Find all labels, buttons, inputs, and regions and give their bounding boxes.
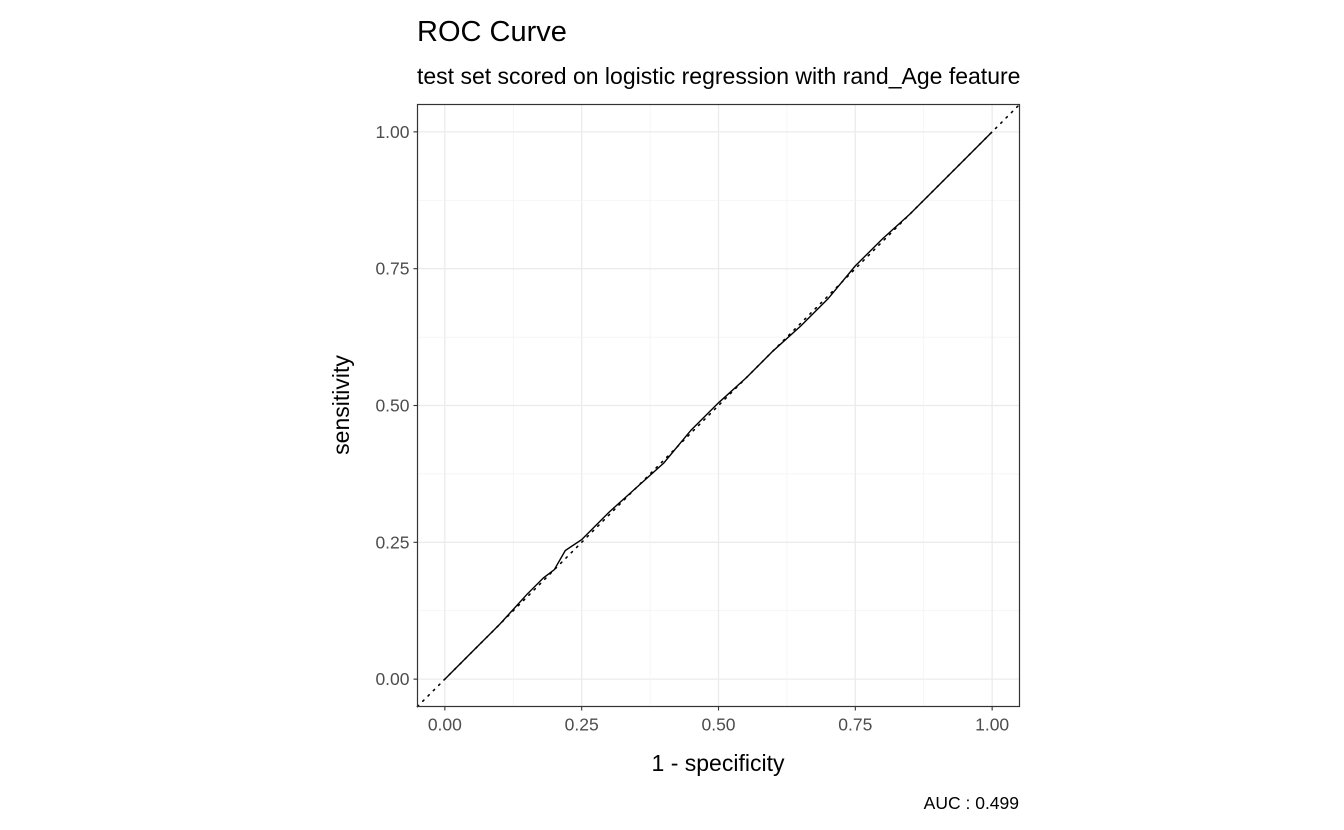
reference-diagonal-line — [416, 103, 1021, 708]
plot-marks — [416, 103, 1021, 708]
y-axis-title: sensitivity — [328, 355, 354, 455]
y-tick-label: 0.00 — [375, 669, 409, 689]
x-tick-label: 0.25 — [565, 715, 599, 735]
axis-ticks: 0.00 0.25 0.50 0.75 1.00 0.00 0.25 0.50 0.75 1.00 — [375, 122, 1009, 735]
auc-caption: AUC : 0.499 — [924, 793, 1019, 813]
y-tick-label: 0.50 — [375, 396, 409, 416]
x-tick-label: 0.00 — [428, 715, 462, 735]
y-tick-label: 0.25 — [375, 532, 409, 552]
y-tick-label: 1.00 — [375, 122, 409, 142]
y-tick-label: 0.75 — [375, 259, 409, 279]
roc-curve-line — [444, 131, 993, 680]
chart-title: ROC Curve — [417, 16, 567, 48]
x-tick-label: 1.00 — [975, 715, 1009, 735]
x-axis-title: 1 - specificity — [652, 750, 785, 776]
chart-subtitle: test set scored on logistic regression w… — [417, 63, 1020, 89]
x-tick-label: 0.50 — [701, 715, 735, 735]
x-tick-label: 0.75 — [838, 715, 872, 735]
